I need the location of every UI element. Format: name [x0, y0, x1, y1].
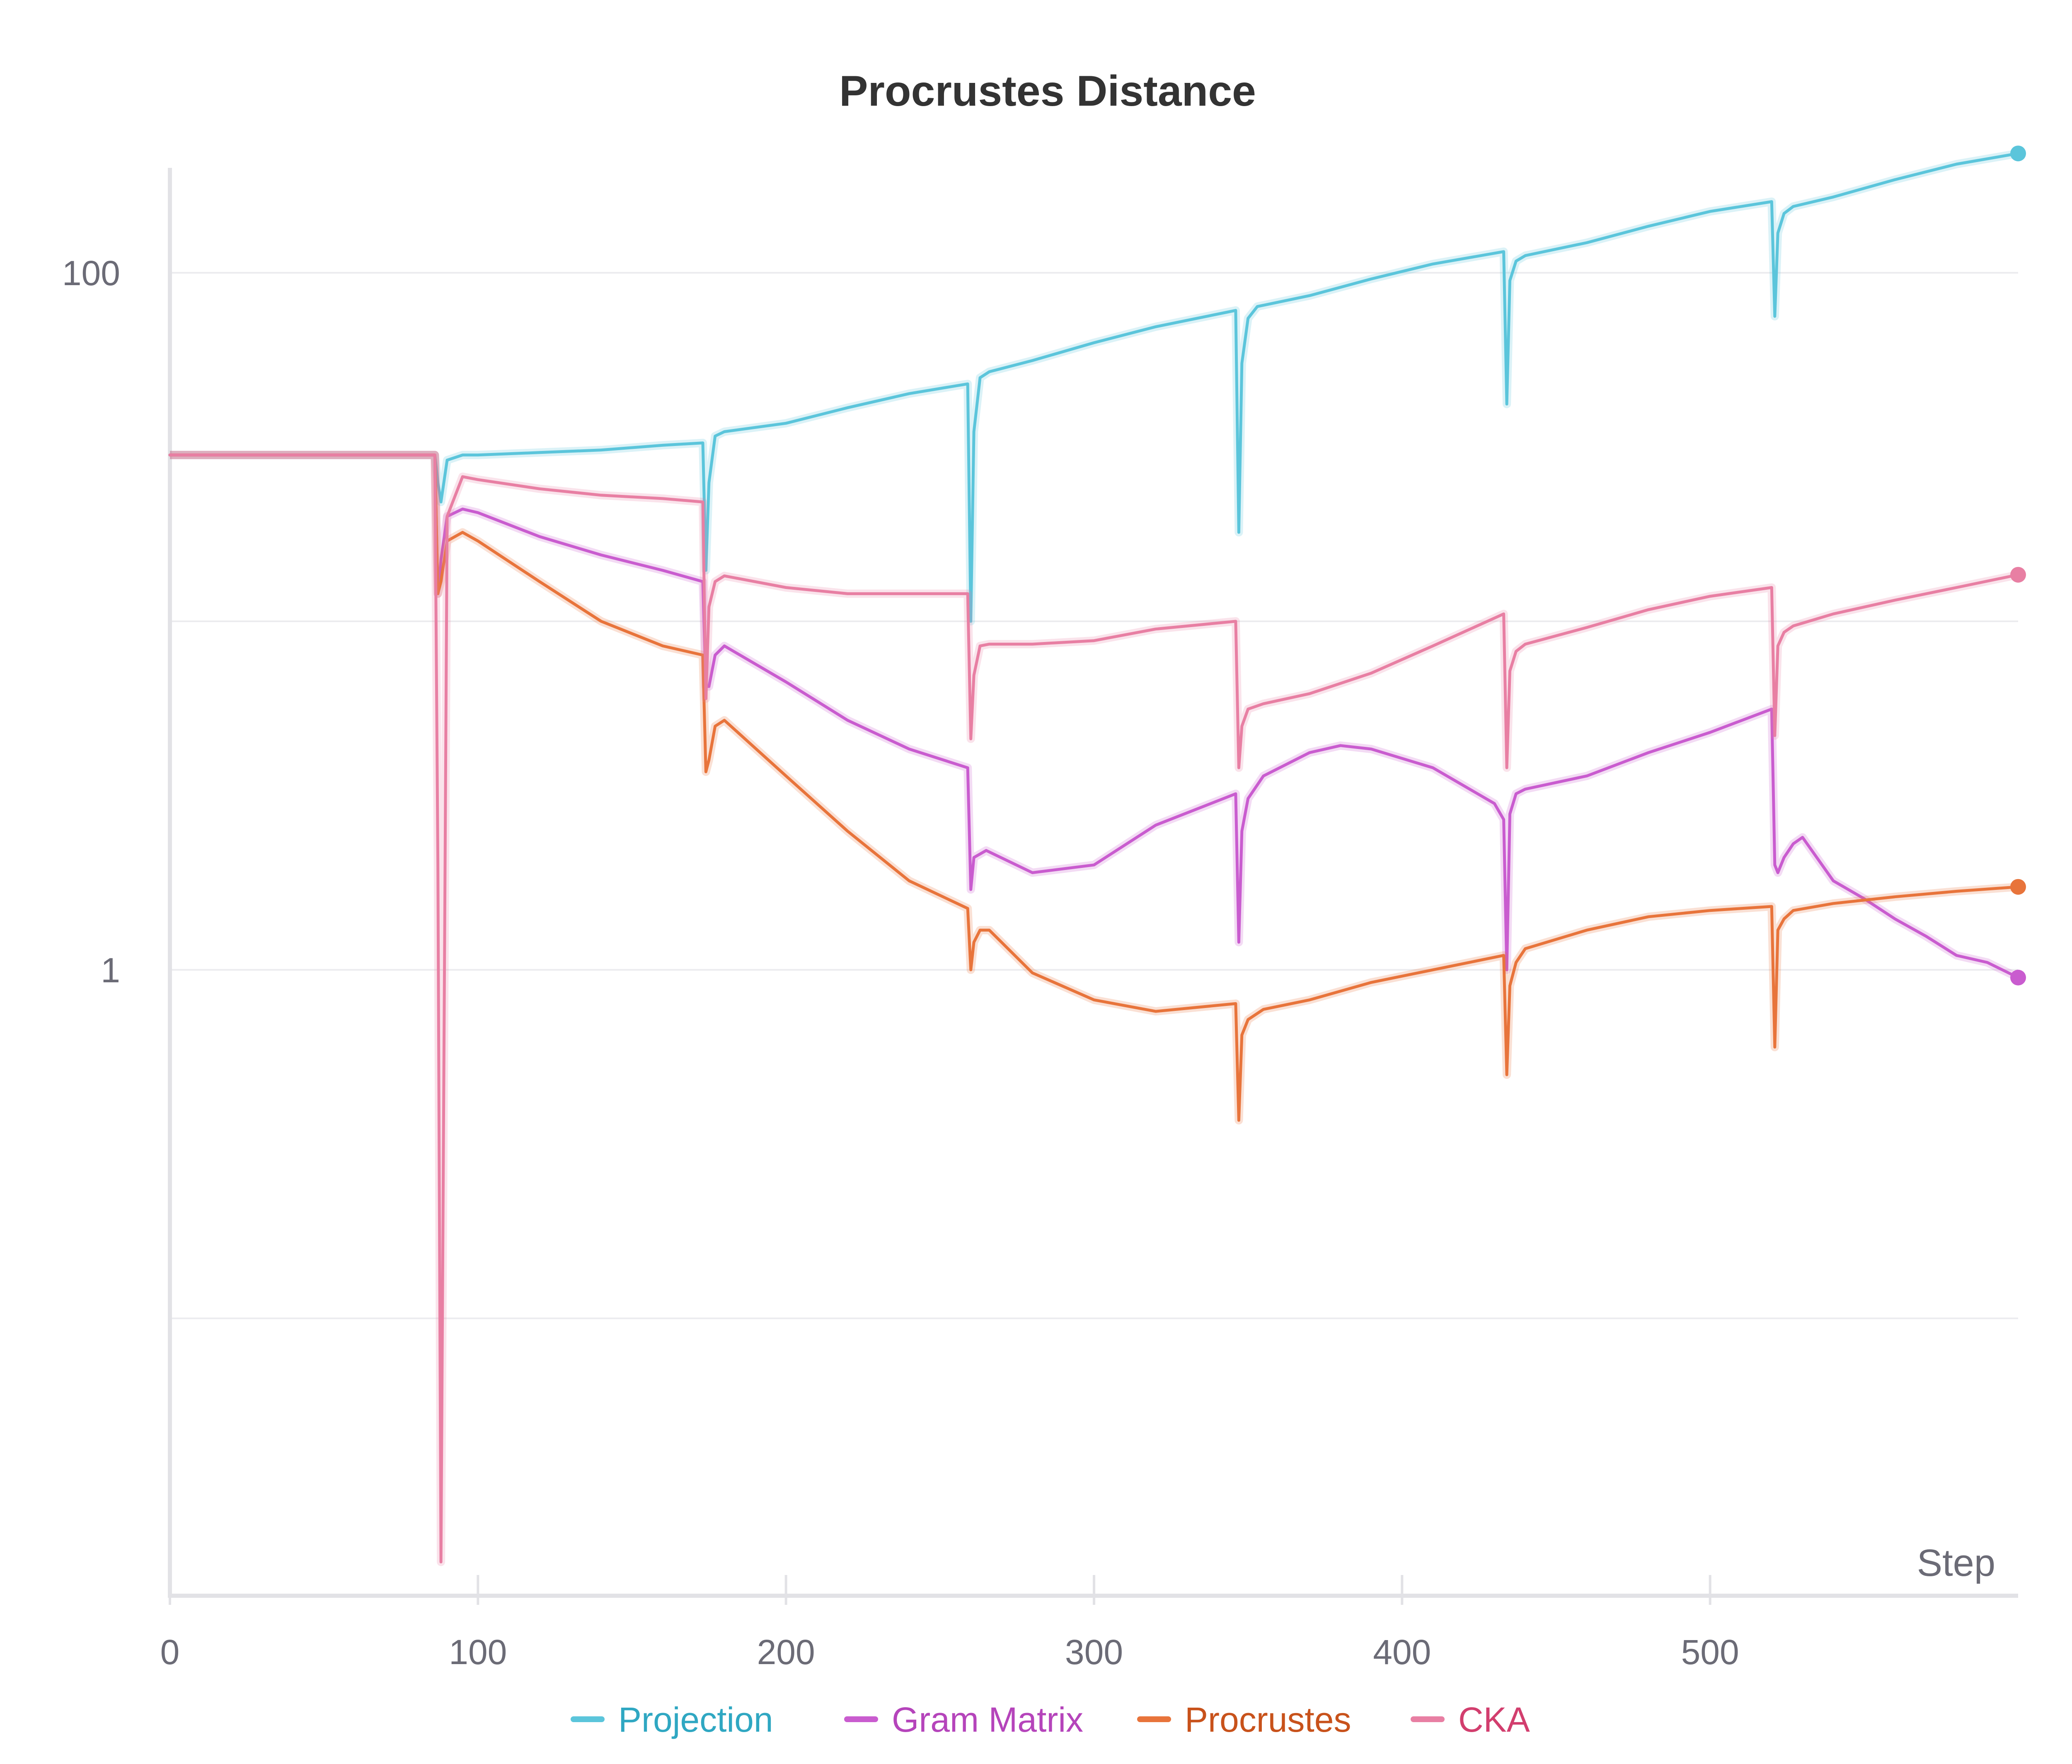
series-projection [168, 145, 2026, 625]
legend-label-gram-matrix: Gram Matrix [892, 1700, 1083, 1739]
legend-label-cka: CKA [1458, 1700, 1530, 1739]
series-procrustes [168, 451, 2026, 1124]
x-ticks: 0 100 200 300 400 500 [160, 1575, 1739, 1672]
series-endpoint-gram-matrix [2010, 969, 2026, 986]
legend-item-projection: Projection [571, 1700, 773, 1739]
series-endpoint-procrustes [2010, 879, 2026, 895]
series-line-projection [168, 152, 2020, 623]
series-line-cka [168, 453, 2020, 1563]
y-tick-label: 100 [62, 254, 120, 293]
legend-label-projection: Projection [618, 1700, 773, 1739]
gridlines [170, 272, 2018, 1319]
series-endpoint-cka [2010, 567, 2026, 583]
series-line-gram-matrix [168, 453, 2020, 979]
series-layer [168, 145, 2026, 1566]
legend-item-procrustes: Procrustes [1137, 1700, 1351, 1739]
x-axis-label: Step [1917, 1542, 1995, 1584]
chart-title: Procrustes Distance [839, 67, 1256, 115]
x-tick-label: 0 [160, 1633, 180, 1672]
x-tick-label: 400 [1373, 1633, 1431, 1672]
y-ticks: 1 100 [62, 254, 120, 990]
x-tick-label: 200 [757, 1633, 815, 1672]
legend-label-procrustes: Procrustes [1185, 1700, 1351, 1739]
x-tick-label: 100 [449, 1633, 507, 1672]
legend-item-cka: CKA [1411, 1700, 1530, 1739]
series-line-procrustes [168, 453, 2020, 1122]
series-endpoint-projection [2010, 145, 2026, 162]
y-tick-label: 1 [101, 951, 120, 990]
x-tick-label: 500 [1681, 1633, 1739, 1672]
legend: Projection Gram Matrix Procrustes CKA [571, 1700, 1530, 1739]
series-gram-matrix [168, 451, 2026, 986]
legend-item-gram-matrix: Gram Matrix [844, 1700, 1083, 1739]
x-tick-label: 300 [1065, 1633, 1123, 1672]
series-cka [168, 451, 2026, 1566]
